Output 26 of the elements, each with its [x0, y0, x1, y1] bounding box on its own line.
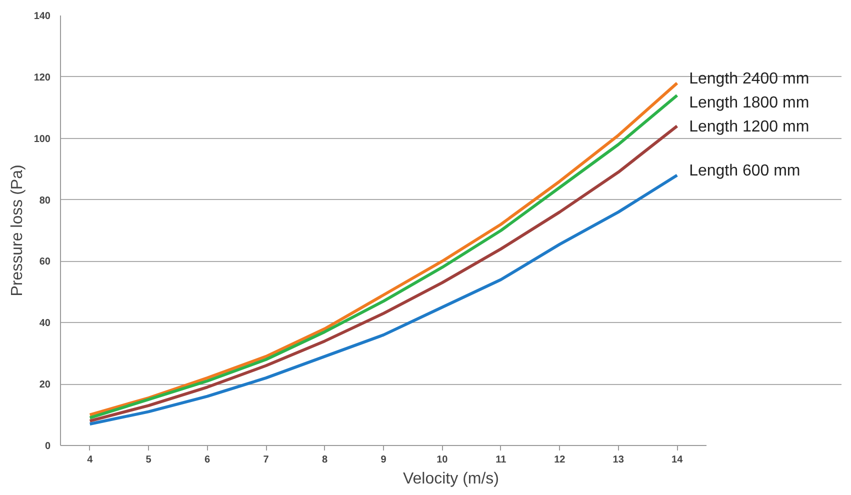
x-axis-title: Velocity (m/s) [402, 470, 500, 488]
x-tick-label: 5 [146, 454, 152, 466]
y-axis-title: Pressure loss (Pa) [8, 164, 26, 296]
x-tick-label: 7 [263, 454, 270, 466]
series-label: Length 2400 mm [689, 70, 810, 88]
series-label: Length 1200 mm [689, 118, 810, 136]
series-label: Length 600 mm [689, 162, 800, 180]
line-series [88, 174, 679, 426]
y-tick-label: 120 [34, 72, 51, 84]
x-tick-label: 6 [204, 454, 211, 466]
x-tick-label: 4 [87, 454, 94, 466]
x-tick-label: 12 [554, 454, 566, 466]
y-tick-label: 100 [34, 134, 51, 145]
x-tick-label: 11 [496, 454, 507, 466]
x-tick-label: 14 [672, 454, 684, 466]
y-tick-label: 60 [39, 256, 51, 268]
y-tick-label: 20 [39, 380, 51, 391]
x-tick-label: 10 [436, 454, 448, 466]
y-tick-label: 80 [39, 195, 51, 206]
x-tick-label: 13 [612, 454, 624, 466]
x-tick-label: 8 [322, 454, 328, 466]
y-tick-label: 0 [44, 441, 51, 452]
y-tick-label: 140 [34, 11, 51, 22]
series-label: Length 1800 mm [689, 94, 810, 112]
y-tick-label: 40 [39, 318, 51, 330]
x-tick-label: 9 [380, 454, 387, 466]
